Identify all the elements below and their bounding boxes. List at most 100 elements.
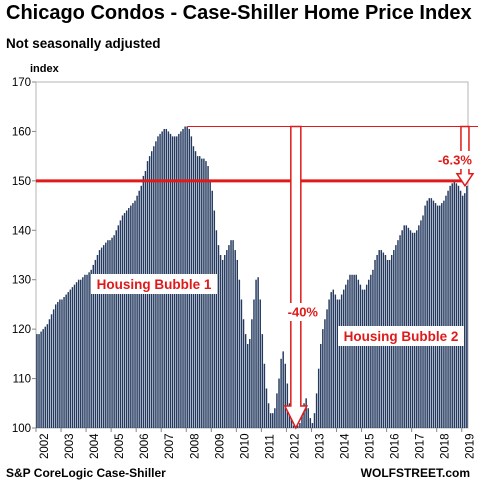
bar	[313, 413, 316, 428]
bar	[40, 331, 42, 428]
x-tick-label: 2008	[189, 433, 201, 459]
x-tick-label: 2009	[214, 433, 226, 459]
annotation-bubble-2: Housing Bubble 2	[344, 329, 459, 344]
x-tick-label: 2002	[39, 433, 51, 459]
bar	[328, 299, 330, 428]
y-tick-label: 110	[13, 374, 31, 386]
annotation-drop-40: -40%	[288, 305, 319, 320]
bar	[363, 289, 366, 428]
bar	[54, 304, 57, 428]
x-tick-label: 2005	[114, 433, 126, 459]
bar	[297, 425, 299, 428]
bar	[353, 274, 355, 428]
bar	[138, 190, 140, 428]
brand-label: WOLFSTREET.com	[360, 466, 470, 480]
bar	[263, 363, 266, 428]
bar	[443, 200, 445, 428]
x-tick-label: 2004	[89, 433, 101, 459]
y-tick-label: 140	[12, 225, 31, 237]
bar	[372, 269, 374, 428]
bar	[50, 314, 53, 428]
bar	[57, 301, 59, 428]
bar	[217, 245, 220, 428]
bar	[445, 195, 447, 428]
bar	[345, 284, 347, 428]
bar	[299, 423, 301, 428]
annotation-drop-6-3-box	[431, 151, 478, 169]
bar	[42, 329, 44, 428]
bar	[134, 200, 136, 428]
bar	[221, 259, 224, 428]
bar	[94, 259, 97, 428]
bar	[109, 240, 111, 428]
bar	[370, 274, 372, 428]
y-tick-label: 120	[12, 324, 31, 336]
bar	[269, 413, 272, 428]
bar	[36, 334, 38, 428]
annotation-bubble-2-box	[338, 326, 464, 346]
x-tick-label: 2017	[415, 433, 427, 459]
bar	[309, 418, 312, 428]
bar	[278, 378, 280, 428]
bar	[215, 230, 218, 428]
bar	[461, 195, 464, 428]
bar	[274, 408, 276, 428]
bar	[334, 294, 337, 428]
bar	[280, 358, 282, 428]
bar	[290, 418, 293, 428]
bar	[351, 274, 353, 428]
bar	[464, 193, 466, 428]
y-tick-label: 130	[12, 275, 31, 287]
bar	[86, 274, 88, 428]
bar	[307, 408, 309, 428]
bar	[230, 240, 232, 428]
x-tick-label: 2011	[264, 434, 276, 459]
chart-title: Chicago Condos - Case-Shiller Home Price…	[6, 2, 472, 24]
bar	[332, 289, 335, 428]
bar	[422, 215, 424, 428]
bar	[140, 185, 143, 428]
bar	[69, 289, 72, 428]
bar	[73, 284, 76, 428]
bar	[46, 324, 49, 428]
bar	[311, 423, 314, 428]
bar	[355, 274, 357, 428]
bar	[117, 225, 120, 428]
bar	[261, 334, 264, 428]
bar	[219, 255, 222, 428]
bar	[48, 319, 51, 428]
bar	[113, 235, 115, 428]
bar	[121, 215, 124, 428]
bar	[82, 277, 84, 428]
x-tick-label: 2016	[390, 433, 402, 459]
y-tick-label: 170	[12, 77, 31, 89]
bar	[88, 272, 90, 428]
bar	[330, 292, 332, 428]
bar	[123, 212, 126, 428]
bar	[457, 185, 460, 428]
x-tick-label: 2006	[139, 433, 151, 459]
bar	[102, 245, 105, 428]
bar	[119, 220, 122, 428]
bar	[52, 309, 55, 428]
bar	[349, 274, 351, 428]
bar	[436, 205, 439, 428]
bar	[84, 274, 86, 428]
bar	[224, 255, 226, 428]
bar	[107, 240, 109, 428]
bar	[61, 299, 63, 428]
bar	[430, 198, 433, 428]
bar	[434, 203, 437, 428]
bar	[253, 299, 255, 428]
bar	[211, 190, 213, 428]
annotation-bubble-1: Housing Bubble 1	[97, 277, 212, 292]
bar	[249, 339, 251, 428]
bar	[324, 319, 326, 428]
bar	[240, 299, 243, 428]
bar	[420, 220, 422, 428]
x-tick-label: 2018	[440, 433, 452, 459]
bar	[284, 363, 287, 428]
bar	[38, 334, 40, 428]
bar	[232, 240, 234, 428]
bar	[144, 170, 147, 428]
